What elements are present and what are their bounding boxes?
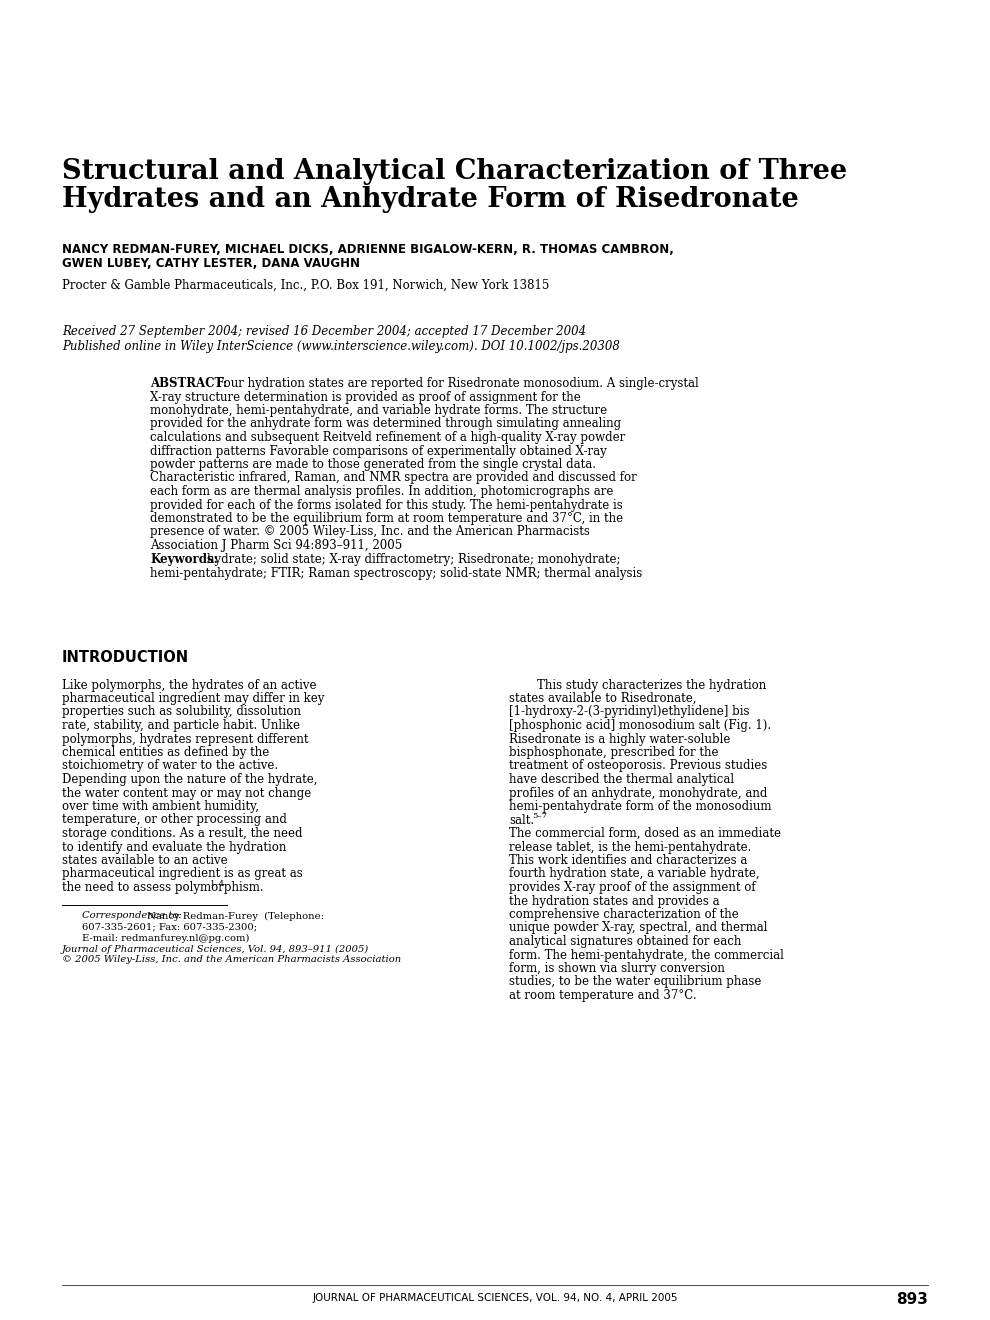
Text: analytical signatures obtained for each: analytical signatures obtained for each [509,935,742,948]
Text: The commercial form, dosed as an immediate: The commercial form, dosed as an immedia… [509,828,781,840]
Text: at room temperature and 37°C.: at room temperature and 37°C. [509,989,697,1002]
Text: 1–4: 1–4 [210,880,225,888]
Text: Association J Pharm Sci 94:893–911, 2005: Association J Pharm Sci 94:893–911, 2005 [150,539,402,552]
Text: powder patterns are made to those generated from the single crystal data.: powder patterns are made to those genera… [150,458,596,471]
Text: hemi-pentahydrate; FTIR; Raman spectroscopy; solid-state NMR; thermal analysis: hemi-pentahydrate; FTIR; Raman spectrosc… [150,568,643,579]
Text: ABSTRACT:: ABSTRACT: [150,378,228,389]
Text: Received 27 September 2004; revised 16 December 2004; accepted 17 December 2004: Received 27 September 2004; revised 16 D… [62,325,586,338]
Text: profiles of an anhydrate, monohydrate, and: profiles of an anhydrate, monohydrate, a… [509,787,767,800]
Text: hydrate; solid state; X-ray diffractometry; Risedronate; monohydrate;: hydrate; solid state; X-ray diffractomet… [207,553,621,566]
Text: chemical entities as defined by the: chemical entities as defined by the [62,746,269,759]
Text: monohydrate, hemi-pentahydrate, and variable hydrate forms. The structure: monohydrate, hemi-pentahydrate, and vari… [150,404,607,417]
Text: presence of water. © 2005 Wiley-Liss, Inc. and the American Pharmacists: presence of water. © 2005 Wiley-Liss, In… [150,525,590,539]
Text: provides X-ray proof of the assignment of: provides X-ray proof of the assignment o… [509,880,755,894]
Text: [phosphonic acid] monosodium salt (Fig. 1).: [phosphonic acid] monosodium salt (Fig. … [509,719,771,733]
Text: properties such as solubility, dissolution: properties such as solubility, dissoluti… [62,705,301,718]
Text: X-ray structure determination is provided as proof of assignment for the: X-ray structure determination is provide… [150,391,581,404]
Text: Correspondence to:: Correspondence to: [82,912,182,920]
Text: Keywords:: Keywords: [150,553,218,566]
Text: each form as are thermal analysis profiles. In addition, photomicrographs are: each form as are thermal analysis profil… [150,484,614,498]
Text: form. The hemi-pentahydrate, the commercial: form. The hemi-pentahydrate, the commerc… [509,949,784,961]
Text: temperature, or other processing and: temperature, or other processing and [62,813,287,826]
Text: salt.: salt. [509,813,535,826]
Text: 893: 893 [896,1292,928,1307]
Text: to identify and evaluate the hydration: to identify and evaluate the hydration [62,841,286,854]
Text: provided for the anhydrate form was determined through simulating annealing: provided for the anhydrate form was dete… [150,417,621,430]
Text: provided for each of the forms isolated for this study. The hemi-pentahydrate is: provided for each of the forms isolated … [150,499,623,511]
Text: Structural and Analytical Characterization of Three: Structural and Analytical Characterizati… [62,158,847,185]
Text: comprehensive characterization of the: comprehensive characterization of the [509,908,739,921]
Text: Characteristic infrared, Raman, and NMR spectra are provided and discussed for: Characteristic infrared, Raman, and NMR … [150,471,637,484]
Text: GWEN LUBEY, CATHY LESTER, DANA VAUGHN: GWEN LUBEY, CATHY LESTER, DANA VAUGHN [62,257,360,271]
Text: Journal of Pharmaceutical Sciences, Vol. 94, 893–911 (2005): Journal of Pharmaceutical Sciences, Vol.… [62,945,369,953]
Text: bisphosphonate, prescribed for the: bisphosphonate, prescribed for the [509,746,719,759]
Text: INTRODUCTION: INTRODUCTION [62,651,189,665]
Text: 607-335-2601; Fax: 607-335-2300;: 607-335-2601; Fax: 607-335-2300; [82,923,257,932]
Text: E-mail: redmanfurey.nl@pg.com): E-mail: redmanfurey.nl@pg.com) [82,933,249,942]
Text: Procter & Gamble Pharmaceuticals, Inc., P.O. Box 191, Norwich, New York 13815: Procter & Gamble Pharmaceuticals, Inc., … [62,279,549,292]
Text: unique powder X-ray, spectral, and thermal: unique powder X-ray, spectral, and therm… [509,921,767,935]
Text: the need to assess polymorphism.: the need to assess polymorphism. [62,880,263,894]
Text: form, is shown via slurry conversion: form, is shown via slurry conversion [509,962,725,975]
Text: release tablet, is the hemi-pentahydrate.: release tablet, is the hemi-pentahydrate… [509,841,751,854]
Text: This study characterizes the hydration: This study characterizes the hydration [537,678,766,692]
Text: hemi-pentahydrate form of the monosodium: hemi-pentahydrate form of the monosodium [509,800,771,813]
Text: Four hydration states are reported for Risedronate monosodium. A single-crystal: Four hydration states are reported for R… [216,378,699,389]
Text: diffraction patterns Favorable comparisons of experimentally obtained X-ray: diffraction patterns Favorable compariso… [150,445,607,458]
Text: have described the thermal analytical: have described the thermal analytical [509,774,735,785]
Text: polymorphs, hydrates represent different: polymorphs, hydrates represent different [62,733,309,746]
Text: fourth hydration state, a variable hydrate,: fourth hydration state, a variable hydra… [509,867,759,880]
Text: Nancy Redman-Furey  (Telephone:: Nancy Redman-Furey (Telephone: [144,912,324,920]
Text: JOURNAL OF PHARMACEUTICAL SCIENCES, VOL. 94, NO. 4, APRIL 2005: JOURNAL OF PHARMACEUTICAL SCIENCES, VOL.… [312,1294,678,1303]
Text: 5–7: 5–7 [532,813,547,821]
Text: the water content may or may not change: the water content may or may not change [62,787,311,800]
Text: NANCY REDMAN-FUREY, MICHAEL DICKS, ADRIENNE BIGALOW-KERN, R. THOMAS CAMBRON,: NANCY REDMAN-FUREY, MICHAEL DICKS, ADRIE… [62,243,674,256]
Text: the hydration states and provides a: the hydration states and provides a [509,895,720,908]
Text: This work identifies and characterizes a: This work identifies and characterizes a [509,854,747,867]
Text: states available to an active: states available to an active [62,854,228,867]
Text: Risedronate is a highly water-soluble: Risedronate is a highly water-soluble [509,733,731,746]
Text: demonstrated to be the equilibrium form at room temperature and 37°C, in the: demonstrated to be the equilibrium form … [150,512,623,525]
Text: pharmaceutical ingredient is as great as: pharmaceutical ingredient is as great as [62,867,303,880]
Text: storage conditions. As a result, the need: storage conditions. As a result, the nee… [62,828,303,840]
Text: Depending upon the nature of the hydrate,: Depending upon the nature of the hydrate… [62,774,318,785]
Text: treatment of osteoporosis. Previous studies: treatment of osteoporosis. Previous stud… [509,759,767,772]
Text: rate, stability, and particle habit. Unlike: rate, stability, and particle habit. Unl… [62,719,300,733]
Text: stoichiometry of water to the active.: stoichiometry of water to the active. [62,759,278,772]
Text: states available to Risedronate,: states available to Risedronate, [509,692,697,705]
Text: over time with ambient humidity,: over time with ambient humidity, [62,800,259,813]
Text: © 2005 Wiley-Liss, Inc. and the American Pharmacists Association: © 2005 Wiley-Liss, Inc. and the American… [62,956,401,965]
Text: Like polymorphs, the hydrates of an active: Like polymorphs, the hydrates of an acti… [62,678,317,692]
Text: Published online in Wiley InterScience (www.interscience.wiley.com). DOI 10.1002: Published online in Wiley InterScience (… [62,341,620,352]
Text: studies, to be the water equilibrium phase: studies, to be the water equilibrium pha… [509,975,761,989]
Text: [1-hydroxy-2-(3-pyridinyl)ethylidene] bis: [1-hydroxy-2-(3-pyridinyl)ethylidene] bi… [509,705,749,718]
Text: Hydrates and an Anhydrate Form of Risedronate: Hydrates and an Anhydrate Form of Risedr… [62,186,799,213]
Text: pharmaceutical ingredient may differ in key: pharmaceutical ingredient may differ in … [62,692,325,705]
Text: calculations and subsequent Reitveld refinement of a high-quality X-ray powder: calculations and subsequent Reitveld ref… [150,432,626,444]
